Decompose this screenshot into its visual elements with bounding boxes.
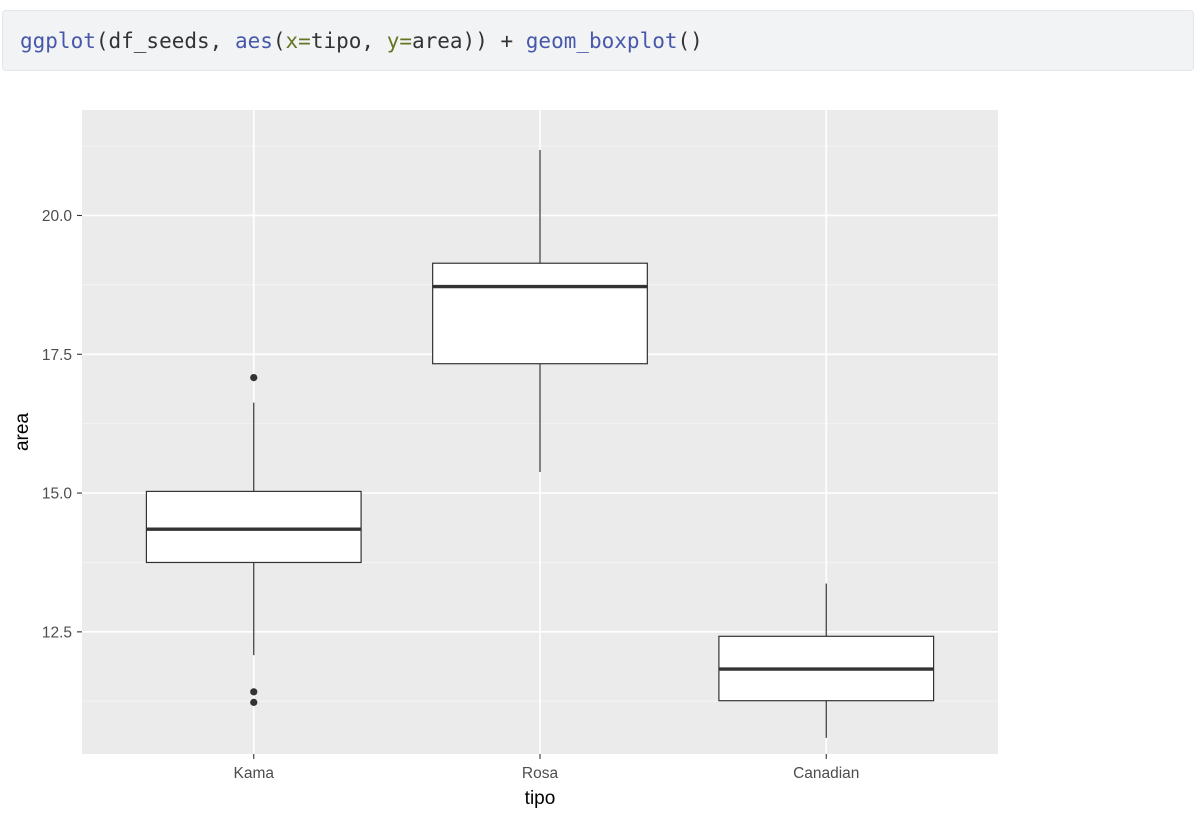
code-token: ( (272, 29, 286, 53)
code-token: () (677, 29, 703, 53)
box-body (432, 262, 648, 365)
y-axis-title: area (12, 413, 33, 451)
box-body (145, 490, 362, 564)
box-canadian (718, 583, 935, 738)
y-tick-label: 15.0 (42, 486, 73, 503)
boxplot-chart: 12.5 15.0 17.5 20.0 Kama Rosa Canadian tipo area (12, 110, 998, 809)
x-tick-label: Kama (234, 765, 275, 782)
x-axis-title: tipo (525, 788, 556, 809)
code-token: y= (386, 29, 412, 53)
code-token: ggplot (20, 29, 96, 53)
code-token: area)) + (411, 29, 526, 53)
code-token: geom_boxplot (525, 29, 678, 53)
box-rosa (432, 149, 648, 472)
outlier-point (250, 688, 258, 696)
code-token: x= (285, 29, 311, 53)
x-tick-label: Rosa (522, 765, 559, 782)
y-tick-label: 17.5 (42, 347, 72, 364)
y-tick-label: 12.5 (42, 624, 72, 641)
code-token: (df_seeds, (95, 29, 235, 53)
outlier-point (250, 698, 258, 706)
code-line: ggplot(df_seeds, aes(x=tipo, y=area)) + … (20, 28, 703, 54)
outlier-point (250, 373, 258, 382)
code-token: tipo, (310, 29, 387, 53)
code-block: ggplot(df_seeds, aes(x=tipo, y=area)) + … (2, 10, 1194, 71)
code-token: aes (234, 29, 273, 53)
x-tick-label: Canadian (793, 765, 859, 782)
box-kama (145, 373, 362, 706)
y-tick-label: 20.0 (42, 208, 73, 225)
